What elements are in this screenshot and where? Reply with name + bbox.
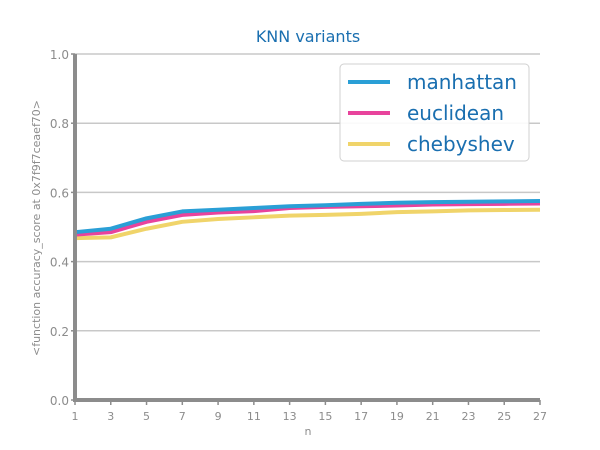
x-tick-label: 15 <box>318 410 332 423</box>
x-tick-label: 25 <box>497 410 511 423</box>
chart-title: KNN variants <box>256 27 360 46</box>
x-axis-label: n <box>305 425 312 438</box>
series-line-manhattan <box>74 199 541 235</box>
x-tick-label: 17 <box>354 410 368 423</box>
legend-label-chebyshev: chebyshev <box>407 132 515 156</box>
y-tick-labels: 0.0 0.2 0.4 0.6 0.8 1.0 <box>50 48 75 408</box>
legend: manhattan euclidean chebyshev <box>339 63 530 162</box>
axes <box>73 54 540 402</box>
y-tick-label: 0.8 <box>50 117 69 131</box>
x-tick-label: 7 <box>179 410 186 423</box>
x-tick-label: 23 <box>461 410 475 423</box>
x-tick-label: 1 <box>72 410 79 423</box>
x-tick-label: 5 <box>143 410 150 423</box>
legend-label-manhattan: manhattan <box>407 70 517 94</box>
x-tick-label: 3 <box>107 410 114 423</box>
x-tick-label: 21 <box>426 410 440 423</box>
y-tick-label: 0.4 <box>50 256 69 270</box>
y-tick-label: 1.0 <box>50 48 69 62</box>
y-tick-label: 0.0 <box>50 394 69 408</box>
legend-label-euclidean: euclidean <box>407 101 504 125</box>
legend-box <box>339 63 530 162</box>
x-tick-label: 19 <box>390 410 404 423</box>
y-axis-label: <function accuracy_score at 0x7f9f7ceaef… <box>30 100 43 356</box>
x-tick-labels: 1 3 5 7 9 11 13 15 17 19 21 23 25 27 <box>72 400 547 423</box>
series-line-chebyshev <box>74 207 541 241</box>
y-tick-label: 0.6 <box>50 186 69 200</box>
series-lines <box>74 199 541 241</box>
y-tick-label: 0.2 <box>50 325 69 339</box>
x-tick-label: 11 <box>247 410 261 423</box>
x-tick-label: 27 <box>533 410 547 423</box>
x-tick-label: 13 <box>283 410 297 423</box>
x-tick-label: 9 <box>215 410 222 423</box>
